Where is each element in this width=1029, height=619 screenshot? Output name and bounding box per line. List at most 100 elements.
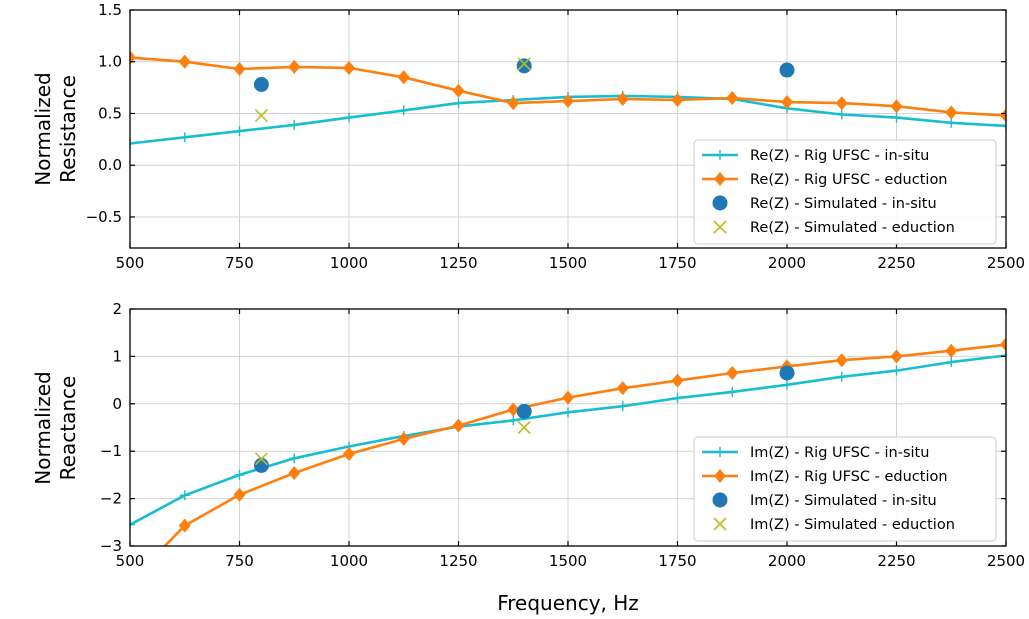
resistance-x-tick-label: 1750 xyxy=(658,254,696,272)
resistance-ylabel-line-1: Normalized xyxy=(31,72,55,185)
reactance-legend-item: Im(Z) - Simulated - eduction xyxy=(714,517,955,533)
resistance-data-point xyxy=(945,105,957,119)
reactance-ylabel-line-2: Reactance xyxy=(56,376,80,481)
reactance-data-point xyxy=(891,349,903,363)
resistance-x-tick-label: 2500 xyxy=(987,254,1025,272)
resistance-data-point xyxy=(235,126,245,136)
resistance-data-point xyxy=(179,55,191,69)
reactance-x-tick-label: 750 xyxy=(225,552,254,570)
reactance-legend: Im(Z) - Rig UFSC - in-situ Im(Z) - Rig UF… xyxy=(694,437,996,541)
reactance-data-point xyxy=(289,453,299,463)
reactance-y-tick-label: 0 xyxy=(112,395,122,413)
reactance-data-point xyxy=(517,404,532,419)
resistance-x-tick-label: 1000 xyxy=(330,254,368,272)
reactance-data-point xyxy=(563,407,573,417)
reactance-data-point xyxy=(508,415,518,425)
resistance-data-point xyxy=(344,113,354,123)
resistance-data-point xyxy=(454,98,464,108)
reactance-x-tick-label: 1750 xyxy=(658,552,696,570)
resistance-data-point xyxy=(672,93,684,107)
resistance-legend: Re(Z) - Rig UFSC - in-situ Re(Z) - Rig UF… xyxy=(694,140,996,244)
reactance-y-tick-label: −3 xyxy=(100,537,122,555)
resistance-x-tick-label: 500 xyxy=(116,254,145,272)
reactance-data-point xyxy=(945,344,957,358)
resistance-x-tick-label: 1250 xyxy=(439,254,477,272)
reactance-data-point xyxy=(782,380,792,390)
resistance-data-point xyxy=(837,110,847,120)
reactance-y-tick-label: 2 xyxy=(112,300,122,318)
reactance-data-point xyxy=(837,372,847,382)
reactance-x-tick-label: 1250 xyxy=(439,552,477,570)
reactance-y-tick-label: −2 xyxy=(100,490,122,508)
reactance-y-tick-label: 1 xyxy=(112,347,122,365)
resistance-y-tick-label: 1.0 xyxy=(98,53,122,71)
reactance-data-point xyxy=(235,470,245,480)
resistance-data-point xyxy=(507,96,519,110)
resistance-plot: 500 750 1000 1250 1500 1750 2000 2250 2500 −0.5 0.… xyxy=(31,1,1025,272)
resistance-y-tick-label: 1.5 xyxy=(98,1,122,19)
resistance-y-tick-label: −0.5 xyxy=(86,208,122,226)
reactance-legend-marker xyxy=(713,493,728,508)
reactance-data-point xyxy=(124,575,136,589)
resistance-data-point xyxy=(836,96,848,110)
resistance-legend-label: Re(Z) - Simulated - in-situ xyxy=(750,196,937,212)
reactance-data-point xyxy=(234,488,246,502)
reactance-x-tick-label: 1000 xyxy=(330,552,368,570)
resistance-data-point xyxy=(453,84,465,98)
resistance-data-point xyxy=(180,132,190,142)
reactance-legend-label: Im(Z) - Rig UFSC - eduction xyxy=(750,469,948,485)
reactance-data-point xyxy=(780,365,795,380)
x-axis-title: Frequency, Hz xyxy=(497,591,639,615)
reactance-x-tick-label: 1500 xyxy=(549,552,587,570)
resistance-legend-label: Re(Z) - Simulated - eduction xyxy=(750,220,955,236)
reactance-x-tick-label: 2000 xyxy=(768,552,806,570)
resistance-legend-label: Re(Z) - Rig UFSC - in-situ xyxy=(750,148,929,164)
reactance-data-point xyxy=(946,357,956,367)
resistance-data-point xyxy=(289,120,299,130)
resistance-x-tick-label: 2250 xyxy=(877,254,915,272)
resistance-data-point xyxy=(398,70,410,84)
resistance-legend-label: Re(Z) - Rig UFSC - eduction xyxy=(750,172,948,188)
resistance-x-tick-label: 1500 xyxy=(549,254,587,272)
reactance-data-point xyxy=(562,391,574,405)
resistance-data-point xyxy=(343,61,355,75)
resistance-y-tick-label: 0.0 xyxy=(98,156,122,174)
reactance-legend-label: Im(Z) - Simulated - eduction xyxy=(750,517,955,533)
resistance-data-point xyxy=(234,62,246,76)
reactance-legend-label: Im(Z) - Simulated - in-situ xyxy=(750,493,937,509)
resistance-ylabel-line-2: Resistance xyxy=(56,75,80,183)
reactance-data-point xyxy=(892,366,902,376)
reactance-data-point xyxy=(617,381,629,395)
reactance-data-point xyxy=(673,393,683,403)
reactance-data-point xyxy=(618,401,628,411)
resistance-data-point xyxy=(726,91,738,105)
resistance-y-tick-label: 0.5 xyxy=(98,104,122,122)
reactance-data-point xyxy=(288,466,300,480)
resistance-data-point xyxy=(255,110,267,122)
reactance-x-tick-label: 2500 xyxy=(987,552,1025,570)
reactance-data-point xyxy=(453,419,465,433)
resistance-x-tick-label: 750 xyxy=(225,254,254,272)
resistance-legend-marker xyxy=(713,196,728,211)
resistance-data-point xyxy=(892,113,902,123)
reactance-ylabel-line-1: Normalized xyxy=(31,371,55,484)
reactance-data-point xyxy=(727,387,737,397)
resistance-data-point xyxy=(517,58,532,73)
resistance-data-point xyxy=(617,92,629,106)
reactance-y-tick-label: −1 xyxy=(100,442,122,460)
reactance-legend-label: Im(Z) - Rig UFSC - in-situ xyxy=(750,445,929,461)
reactance-data-point xyxy=(518,422,530,434)
reactance-data-point xyxy=(343,447,355,461)
reactance-data-point xyxy=(672,374,684,388)
reactance-plot: 500 750 1000 1250 1500 1750 2000 2250 2500 −3 −2 −1… xyxy=(31,300,1025,589)
reactance-x-tick-label: 2250 xyxy=(877,552,915,570)
resistance-data-point xyxy=(254,77,269,92)
resistance-data-point xyxy=(891,99,903,113)
reactance-data-point xyxy=(254,458,269,473)
resistance-data-point xyxy=(780,63,795,78)
reactance-data-point xyxy=(836,353,848,367)
resistance-legend-item: Re(Z) - Simulated - eduction xyxy=(714,220,955,236)
reactance-data-point xyxy=(726,366,738,380)
resistance-x-tick-label: 2000 xyxy=(768,254,806,272)
